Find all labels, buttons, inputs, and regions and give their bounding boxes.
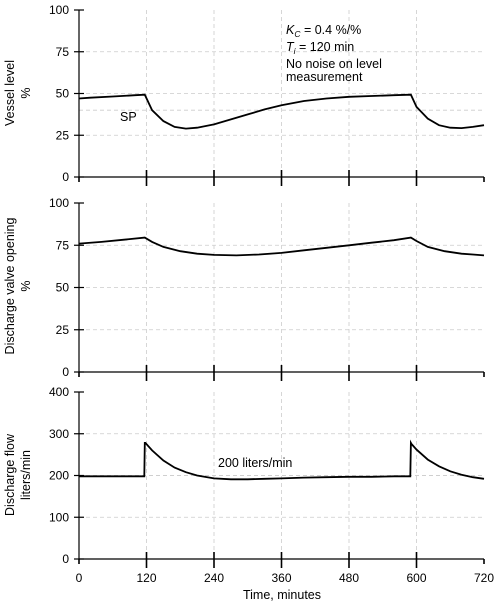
discharge-flow-ytick-label-0: 0 (62, 552, 69, 566)
discharge-flow-xtick-label-0: 0 (76, 571, 83, 585)
valve-opening-curve-0 (78, 236, 485, 257)
valve-opening-panel: Discharge valve opening % 0 25 50 75 100 (3, 196, 485, 381)
valve-opening-ylabel-unit: % (19, 280, 33, 291)
x-axis-label: Time, minutes (243, 588, 321, 602)
discharge-flow-ytick-label-300: 300 (49, 427, 69, 441)
note-line-1: No noise on level (286, 57, 382, 71)
discharge-flow-xtick-label-120: 120 (136, 571, 156, 585)
valve-opening-ylabel: Discharge valve opening (3, 218, 17, 355)
vessel-level-ytick-label-0: 0 (62, 170, 69, 184)
discharge-flow-xtick-label-480: 480 (339, 571, 359, 585)
vessel-level-panel: Vessel level % 0 25 50 75 100 SP KC = 0.4 %/… (3, 3, 485, 186)
vessel-level-ytick-label-100: 100 (49, 3, 69, 17)
reset-value: = 120 min (296, 40, 355, 54)
sp-label: SP (120, 110, 137, 124)
valve-opening-ytick-label-75: 75 (56, 238, 70, 252)
valve-opening-ytick-label-25: 25 (56, 323, 70, 337)
discharge-flow-ytick-label-200: 200 (49, 469, 69, 483)
discharge-flow-ytick-label-400: 400 (49, 385, 69, 399)
vessel-level-ylabel-unit: % (19, 87, 33, 98)
vessel-level-ytick-label-25: 25 (56, 128, 70, 142)
vessel-level-ylabel-line1: Vessel level (3, 60, 17, 126)
vessel-level-curve-0 (78, 93, 485, 130)
vessel-level-ytick-label-50: 50 (56, 87, 70, 101)
valve-opening-ytick-label-100: 100 (49, 196, 69, 210)
discharge-flow-ylabel-unit: liters/min (19, 450, 33, 500)
reset-annotation: Ti = 120 min (286, 40, 354, 56)
valve-opening-ytick-label-0: 0 (62, 365, 69, 379)
gain-subscript: C (294, 29, 301, 39)
discharge-flow-curve-0 (79, 439, 485, 481)
vessel-level-ytick-label-75: 75 (56, 45, 70, 59)
discharge-flow-ylabel: Discharge flow (3, 433, 17, 516)
discharge-flow-xtick-label-720: 720 (474, 571, 494, 585)
discharge-flow-xtick-label-600: 600 (406, 571, 426, 585)
gain-symbol: K (286, 23, 295, 37)
note-line-2: measurement (286, 70, 363, 84)
discharge-flow-panel: Discharge flow liters/min 0 100 200 300 400 0… (3, 385, 494, 602)
reset-subscript: i (294, 46, 297, 56)
discharge-flow-xtick-label-360: 360 (271, 571, 291, 585)
discharge-flow-ytick-label-100: 100 (49, 510, 69, 524)
gain-value: = 0.4 %/% (300, 23, 361, 37)
flow-label: 200 liters/min (218, 456, 292, 470)
valve-opening-ytick-label-50: 50 (56, 281, 70, 295)
vessel-level-ylabel: Vessel level (3, 60, 17, 126)
gain-annotation: KC = 0.4 %/% (286, 23, 361, 39)
reset-symbol: T (286, 40, 295, 54)
discharge-flow-xtick-label-240: 240 (204, 571, 224, 585)
